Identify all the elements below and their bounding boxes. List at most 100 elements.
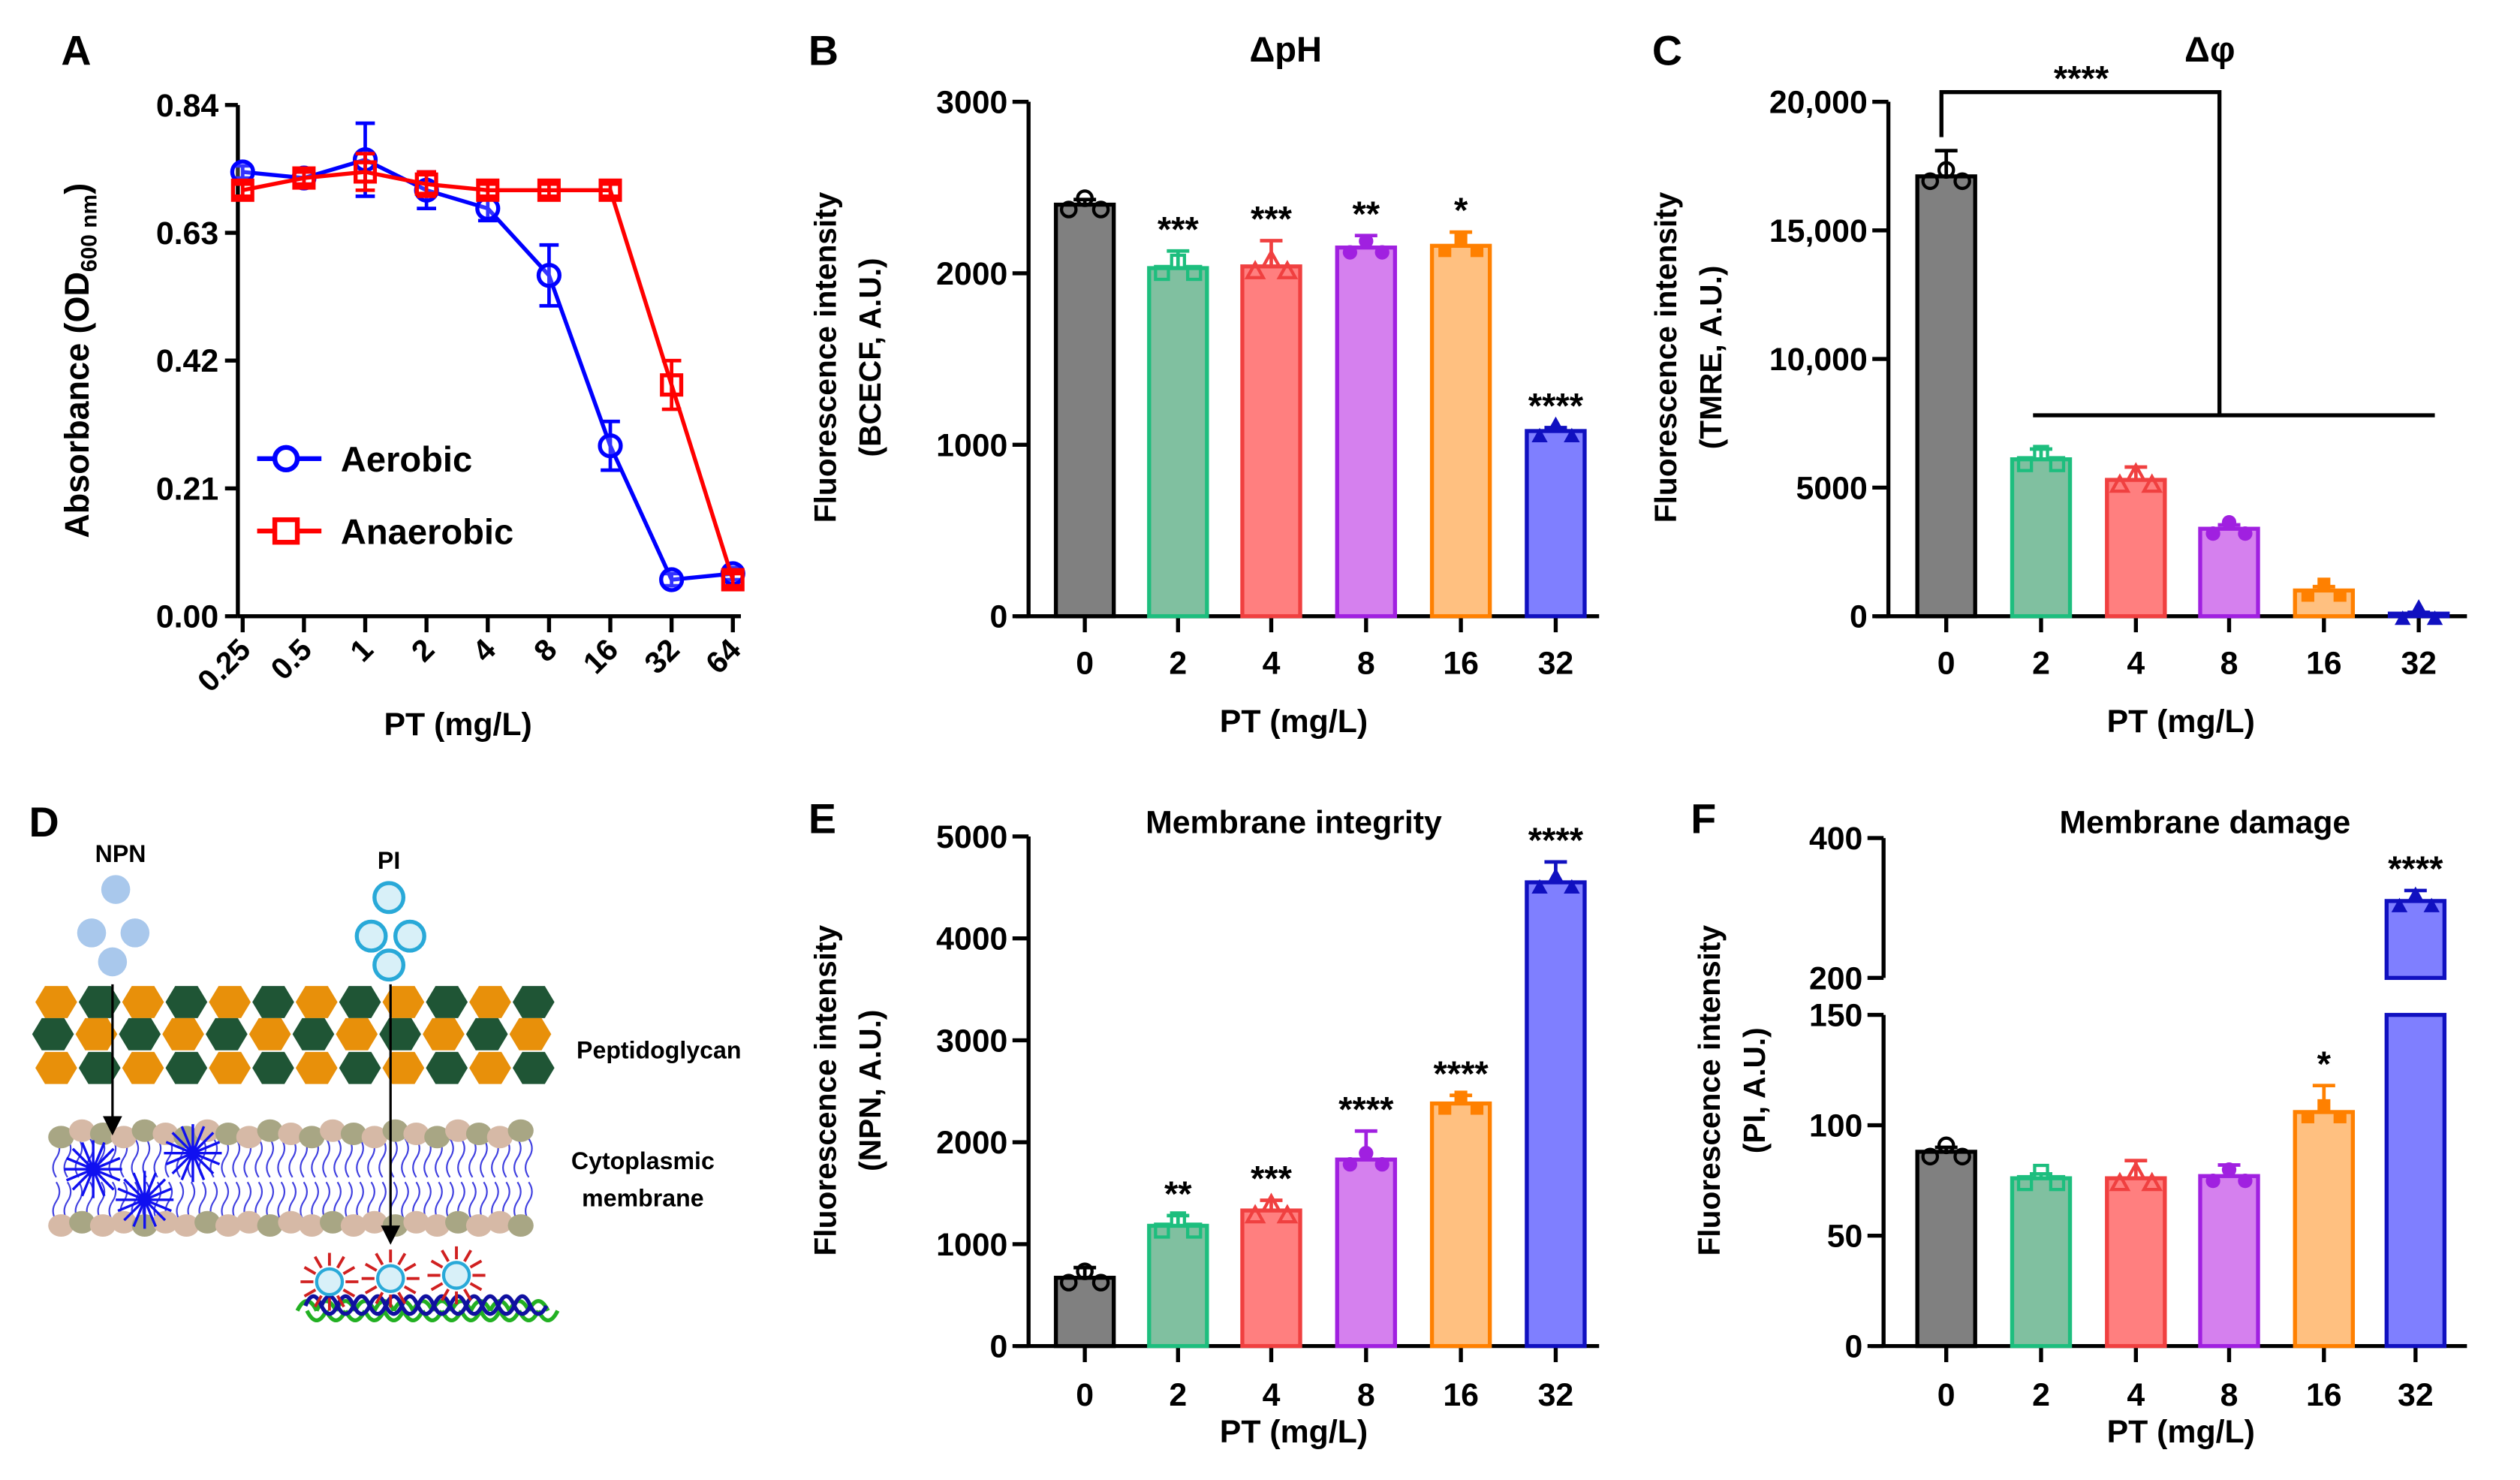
bar (1525, 429, 1587, 619)
panel-b-xlabel: PT (mg/L) (1220, 704, 1368, 740)
pi-bound-dna (375, 1264, 405, 1293)
panel-c-xlabel: PT (mg/L) (2107, 704, 2255, 740)
bar (2010, 457, 2073, 619)
bar (1335, 245, 1398, 619)
y-tick-label: 0 (990, 1329, 1008, 1365)
lipid-head (320, 1119, 346, 1142)
data-point (1244, 1204, 1266, 1224)
bar (1053, 202, 1116, 619)
data-point (1937, 1136, 1955, 1155)
x-tick-label: 0.25 (191, 632, 257, 698)
pi-label: PI (378, 847, 400, 874)
significance-stars: *** (1251, 1159, 1293, 1198)
lipid-head (465, 1123, 492, 1146)
x-tick-label: 1 (343, 632, 380, 669)
data-point (1953, 1147, 1971, 1166)
error-bar (539, 243, 559, 308)
data-point (1454, 1090, 1468, 1104)
data-point (476, 178, 500, 202)
legend-square-marker (272, 517, 300, 545)
peptidoglycan-hexagon (209, 1051, 251, 1084)
lipid-head (361, 1210, 387, 1234)
peptidoglycan-hexagon (252, 1051, 294, 1084)
peptidoglycan-hexagon (509, 1017, 552, 1050)
panel-e-ylabel-line1: Fluorescence intensity (808, 925, 842, 1256)
membrane-label-line1: Cytoplasmic (571, 1147, 715, 1174)
lipid-head (424, 1126, 450, 1149)
y-tick-label: 15,000 (1769, 213, 1868, 249)
y-tick-label: 0.84 (156, 88, 218, 124)
panel-b-chart: 0 1000 2000 3000 0 2 *** 4 *** 8 ** 16 * 32 **** (936, 85, 1600, 682)
data-point (2221, 1162, 2237, 1177)
x-tick-label: 8 (527, 632, 564, 669)
lipid-head (445, 1210, 471, 1234)
bar (2198, 1174, 2260, 1349)
panel-letter-c: C (1652, 27, 1682, 74)
y-tick-label: 1000 (936, 427, 1007, 463)
significance-stars: * (1454, 190, 1468, 230)
lipid-head (152, 1210, 179, 1234)
data-point (1091, 1274, 1110, 1292)
data-point (1170, 1211, 1187, 1228)
significance-stars: *** (1158, 209, 1200, 249)
lipid-head (507, 1214, 534, 1237)
y-tick-label: 1000 (936, 1227, 1007, 1263)
data-point (2333, 589, 2347, 602)
panel-c-title: Δφ (2184, 29, 2235, 69)
bar (1525, 880, 1587, 1349)
panel-c-ylabel-line1: Fluorescence intensity (1648, 191, 1683, 523)
lipid-head (48, 1214, 74, 1237)
data-point (1260, 249, 1282, 268)
data-point (1276, 1204, 1299, 1224)
peptidoglycan-label: Peptidoglycan (577, 1036, 741, 1063)
y-tick-label: 200 (1809, 960, 1862, 996)
npn-molecule (120, 918, 150, 948)
error-bar (601, 419, 620, 472)
bar (2010, 1176, 2073, 1349)
data-point (1342, 245, 1358, 260)
data-point (1359, 234, 1374, 249)
data-point (1186, 264, 1203, 282)
npn-fluorescence-burst (64, 1140, 122, 1198)
peptidoglycan-hexagon (35, 1051, 77, 1084)
panel-f-title: Membrane damage (2060, 805, 2351, 841)
data-point (2049, 456, 2066, 472)
data-point (1547, 416, 1564, 432)
lipid-head (131, 1119, 158, 1142)
panel-a-legend: Aerobic Anaerobic (257, 439, 513, 551)
significance-stars: **** (1528, 820, 1584, 860)
x-tick-label: 4 (1263, 1377, 1281, 1413)
panel-c-ylabel-line2: (TMRE, A.U.) (1694, 266, 1728, 450)
bar (1240, 1208, 1302, 1349)
bar (1915, 174, 1977, 619)
bar (1429, 1101, 1492, 1349)
error-bar (1260, 1198, 1283, 1211)
lipid-head (278, 1123, 304, 1146)
error-bar (355, 152, 375, 192)
data-point (354, 160, 378, 184)
pi-arrowhead-icon (381, 1225, 401, 1245)
y-tick-label: 2000 (936, 256, 1007, 292)
panel-e-ylabel-line2: (NPN, A.U.) (853, 1010, 887, 1171)
data-point (2426, 610, 2443, 625)
x-tick-label: 16 (2306, 646, 2342, 682)
lipid-head (194, 1210, 221, 1234)
legend-anaerobic: Anaerobic (341, 511, 513, 551)
peptidoglycan-hexagon (165, 986, 208, 1018)
y-tick-label: 10,000 (1769, 342, 1868, 378)
lipid-head (69, 1119, 95, 1142)
data-point (292, 166, 316, 190)
x-tick-label: 8 (1357, 1377, 1375, 1413)
pi-bound-dna (441, 1261, 471, 1290)
peptidoglycan-hexagon (426, 1051, 468, 1084)
lipid-head (236, 1126, 262, 1149)
data-point (1953, 172, 1971, 191)
lipid-head (299, 1126, 325, 1149)
lipid-head (257, 1119, 283, 1142)
y-tick-label: 20,000 (1769, 85, 1868, 121)
error-bar (539, 182, 559, 198)
data-point (537, 178, 561, 202)
panel-c-chart: 0 5000 10,000 15,000 20,000 0 2 4 8 16 32 (1769, 85, 2467, 682)
peptidoglycan-hexagon (339, 986, 381, 1018)
lipid-head (257, 1214, 283, 1237)
